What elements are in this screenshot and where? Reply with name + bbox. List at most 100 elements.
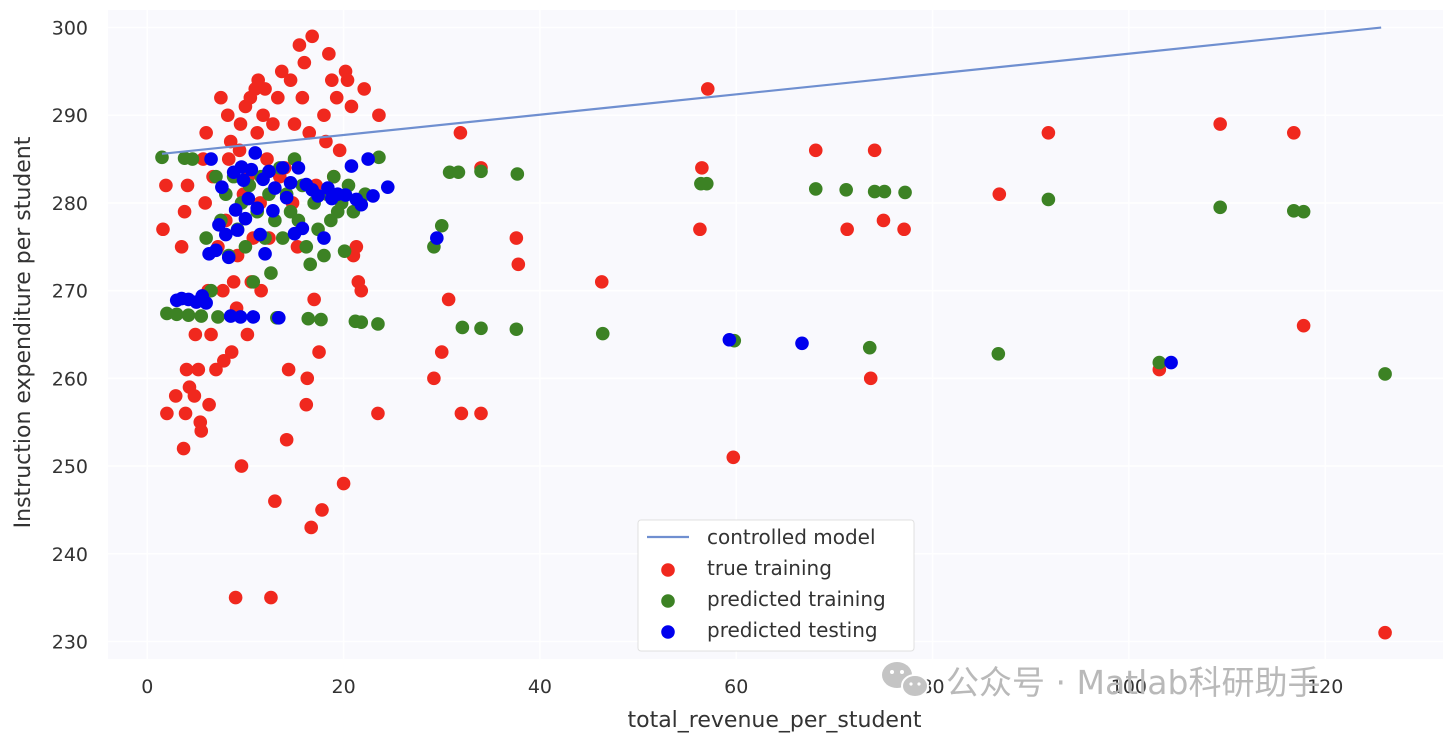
data-point [254, 283, 268, 298]
data-point [264, 590, 278, 605]
data-point [509, 231, 524, 245]
data-point [216, 283, 230, 298]
data-point [991, 346, 1006, 361]
data-point [169, 307, 184, 322]
data-point [700, 82, 715, 96]
legend-box [637, 519, 915, 652]
data-point [250, 125, 265, 140]
data-point [291, 161, 306, 175]
data-point [354, 283, 369, 298]
data-point [441, 292, 456, 307]
data-point [300, 371, 315, 386]
data-point [303, 257, 318, 272]
data-point [336, 476, 351, 491]
data-point [256, 108, 270, 123]
watermark: 公众号 · Matlab科研助手 [882, 662, 1320, 702]
data-point [380, 180, 395, 194]
data-point [311, 189, 325, 203]
legend-label-controlled-model: controlled model [707, 525, 876, 549]
data-point [160, 406, 174, 421]
y-axis-label: Instruction expenditure per student [11, 136, 36, 528]
data-point [274, 64, 289, 79]
data-point [181, 308, 196, 323]
data-point [1152, 355, 1167, 370]
data-point [209, 243, 223, 258]
data-point [199, 125, 213, 140]
data-point [329, 90, 344, 105]
data-point [474, 406, 488, 421]
data-point [455, 320, 470, 335]
data-point [430, 231, 444, 245]
data-point [283, 204, 298, 219]
data-point [230, 223, 245, 237]
data-point [178, 406, 193, 421]
data-point [199, 231, 213, 245]
legend-label-predicted-training: predicted training [707, 587, 886, 611]
data-point [372, 150, 386, 165]
data-point [194, 309, 209, 323]
data-point [220, 108, 235, 123]
data-point [474, 321, 488, 336]
y-tick-label: 290 [52, 105, 88, 127]
data-point [268, 181, 282, 195]
data-point [297, 55, 312, 70]
x-tick-label: 120 [1307, 676, 1343, 698]
data-point [214, 90, 228, 105]
data-point [314, 312, 328, 327]
data-point [722, 332, 737, 347]
legend: controlled model true training predicted… [637, 519, 915, 652]
data-point [876, 213, 891, 228]
data-point [168, 389, 183, 403]
data-point [260, 152, 274, 166]
data-point [366, 189, 380, 203]
data-point [226, 275, 241, 289]
data-point [266, 117, 280, 131]
data-point [795, 336, 809, 351]
data-point [454, 406, 469, 421]
data-point [185, 152, 200, 166]
data-point [295, 90, 310, 105]
data-point [272, 311, 286, 325]
data-point [212, 218, 226, 232]
data-point [250, 201, 265, 216]
data-point [326, 169, 341, 184]
data-point [453, 125, 468, 140]
data-point [240, 327, 255, 342]
data-point [1213, 200, 1227, 215]
data-point [344, 99, 359, 114]
data-point [221, 152, 236, 166]
data-point [840, 222, 854, 237]
data-point [253, 227, 267, 242]
data-point [283, 73, 298, 87]
data-point [337, 244, 352, 258]
y-tick-label: 300 [52, 18, 88, 40]
data-point [427, 371, 441, 386]
x-tick-label: 20 [331, 676, 355, 698]
data-point [1041, 192, 1056, 207]
data-point [1286, 204, 1301, 218]
data-point [292, 38, 307, 52]
y-tick-label: 280 [52, 193, 88, 215]
data-point [174, 239, 189, 254]
data-point [317, 248, 331, 263]
data-point [188, 327, 203, 342]
data-point [340, 73, 355, 87]
data-point [1296, 204, 1311, 219]
data-point [808, 143, 823, 158]
controlled-model-line [161, 26, 1382, 155]
data-point [1041, 125, 1056, 140]
data-point [246, 310, 261, 324]
data-point [1213, 117, 1227, 131]
data-point [236, 173, 251, 187]
data-point [228, 590, 243, 605]
data-point [863, 371, 878, 386]
legend-swatch-true-training [661, 563, 675, 577]
data-point [808, 182, 823, 196]
data-point [372, 108, 386, 123]
data-point [187, 389, 202, 403]
data-point [204, 327, 218, 342]
data-point [594, 275, 609, 289]
data-point [221, 250, 236, 265]
data-point [509, 322, 524, 337]
